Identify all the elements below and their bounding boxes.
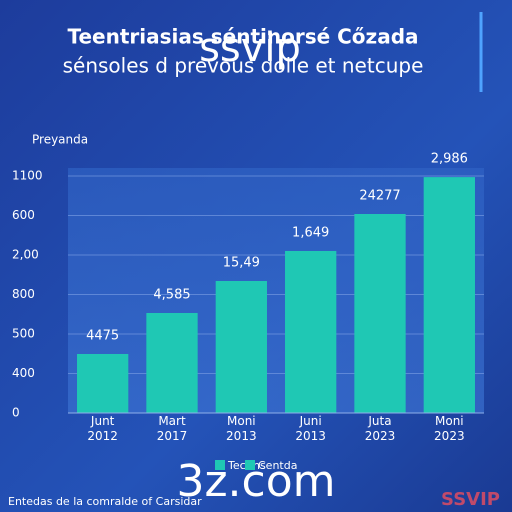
bar <box>285 250 337 413</box>
y-tick-label: 600 <box>12 208 35 222</box>
bar <box>77 353 129 413</box>
legend-label: Centda <box>258 459 297 472</box>
chart-title: Teentriasias séntinorsé Cőzada <box>67 25 418 49</box>
chart-subtitle: sénsoles d prevous dolle et netcupe <box>63 54 424 78</box>
x-tick-label: Mart 2017 <box>157 414 188 443</box>
watermark: 3z.com <box>176 456 335 507</box>
data-annotation: 4,585 <box>153 287 190 302</box>
data-annotation: 4475 <box>86 328 119 343</box>
plot-area <box>68 168 484 413</box>
x-tick-label: Juta 2023 <box>365 414 396 443</box>
watermark: ssvip <box>199 25 301 71</box>
x-tick-label: Junt 2012 <box>87 414 118 443</box>
data-annotation: 2,986 <box>431 152 468 167</box>
x-tick-label: Juni 2013 <box>295 414 326 443</box>
data-annotation: 15,49 <box>223 255 260 270</box>
bar <box>215 280 267 413</box>
y-tick-label: 400 <box>12 366 35 380</box>
x-tick-label: Moni 2013 <box>226 414 257 443</box>
x-tick-label: Moni 2023 <box>434 414 465 443</box>
plot: 0 400 500 800 2,00 600 1100 4475 4,585 15,49 1,649… <box>12 152 484 472</box>
data-annotation: 24277 <box>359 188 400 203</box>
legend-swatch <box>215 460 225 470</box>
y-tick-label: 0 <box>12 406 20 420</box>
y-axis-label: Preyanda <box>32 133 88 147</box>
legend-swatch <box>245 460 255 470</box>
y-tick-label: 500 <box>12 327 35 341</box>
bar <box>146 312 198 413</box>
footer: Entedas de la comralde of Carsidar <box>8 495 202 508</box>
y-tick-label: 1100 <box>12 169 43 183</box>
data-annotation: 1,649 <box>292 225 329 240</box>
watermark: SSVIP <box>441 489 500 510</box>
y-tick-label: 2,00 <box>12 248 39 262</box>
y-tick-label: 800 <box>12 287 35 301</box>
bar <box>423 177 475 413</box>
bar <box>354 213 406 413</box>
